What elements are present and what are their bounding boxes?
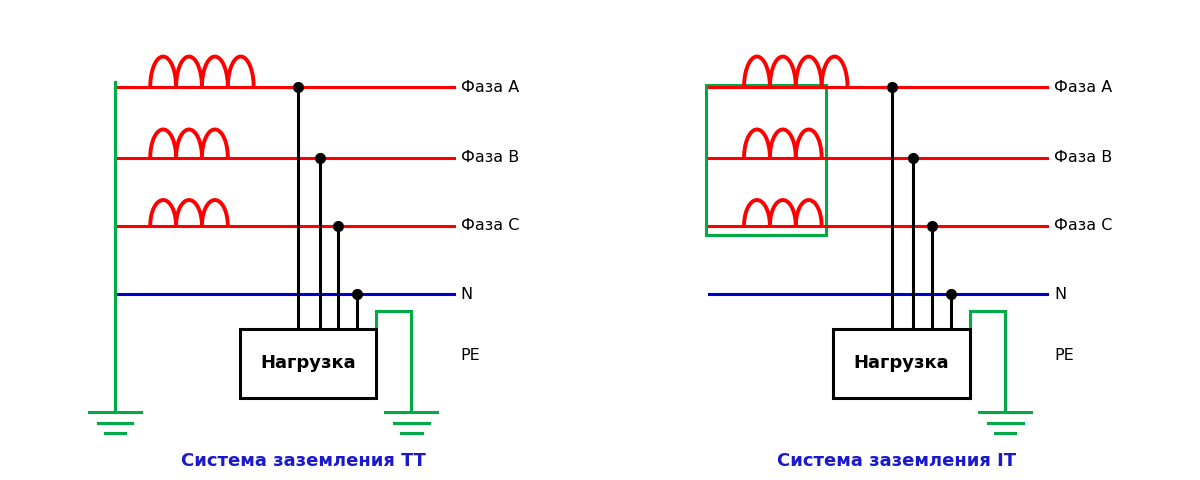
Text: PE: PE — [1055, 348, 1074, 363]
Text: PE: PE — [461, 348, 480, 363]
Text: Фаза В: Фаза В — [461, 150, 518, 165]
Text: Нагрузка: Нагрузка — [260, 354, 355, 372]
Text: Фаза А: Фаза А — [1055, 80, 1112, 95]
Text: Система заземления ТТ: Система заземления ТТ — [181, 453, 426, 470]
Bar — [240, 329, 376, 397]
Text: Нагрузка: Нагрузка — [854, 354, 949, 372]
Text: N: N — [1055, 287, 1067, 301]
Text: Фаза С: Фаза С — [461, 218, 520, 233]
Text: Фаза В: Фаза В — [1055, 150, 1112, 165]
Text: Фаза А: Фаза А — [461, 80, 518, 95]
Bar — [707, 85, 827, 235]
Text: Фаза С: Фаза С — [1055, 218, 1112, 233]
Text: Система заземления IT: Система заземления IT — [778, 453, 1016, 470]
Text: N: N — [461, 287, 473, 301]
Bar — [834, 329, 970, 397]
